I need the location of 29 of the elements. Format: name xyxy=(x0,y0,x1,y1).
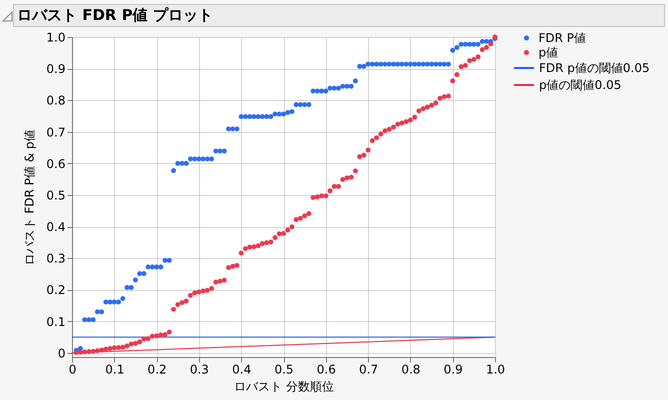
x-tick-label: 0.1 xyxy=(105,362,124,376)
x-tick-label: 0.5 xyxy=(274,362,294,376)
x-tick-label: 0.2 xyxy=(148,362,167,376)
x-tick-label: 0.8 xyxy=(401,362,420,376)
legend-label: FDR p値の閾値0.05 xyxy=(539,61,650,75)
x-tick-label: 0.9 xyxy=(444,362,463,376)
x-tick-label: 1.0 xyxy=(486,362,506,376)
y-tick-label: 1.0 xyxy=(46,30,66,44)
y-tick-label: 0.4 xyxy=(46,220,66,234)
x-tick-label: 0.7 xyxy=(359,362,378,376)
y-tick-label: 0 xyxy=(58,346,66,360)
x-tick-label: 0 xyxy=(68,362,76,376)
y-tick-label: 0.2 xyxy=(46,283,66,298)
y-tick-label: 0.3 xyxy=(46,252,66,266)
legend-label: FDR P値 xyxy=(538,31,586,45)
y-axis-title: ロバスト FDR P値 & p値 xyxy=(22,130,36,266)
y-tick-label: 0.9 xyxy=(46,62,66,76)
x-tick-label: 0.3 xyxy=(190,362,209,376)
legend-label: p値の閾値0.05 xyxy=(539,78,622,92)
chart-title: ロバスト FDR P値 プロット xyxy=(17,5,213,26)
x-tick-label: 0.6 xyxy=(316,362,336,376)
y-tick-label: 0.8 xyxy=(46,94,66,108)
legend-label: p値 xyxy=(538,46,558,60)
x-axis-title: ロバスト 分数順位 xyxy=(234,380,334,394)
y-tick-label: 0.6 xyxy=(46,156,66,171)
x-tick-label: 0.4 xyxy=(232,362,252,376)
y-tick-label: 0.1 xyxy=(46,314,66,329)
y-tick-label: 0.7 xyxy=(46,125,66,140)
y-tick-label: 0.5 xyxy=(46,188,66,202)
